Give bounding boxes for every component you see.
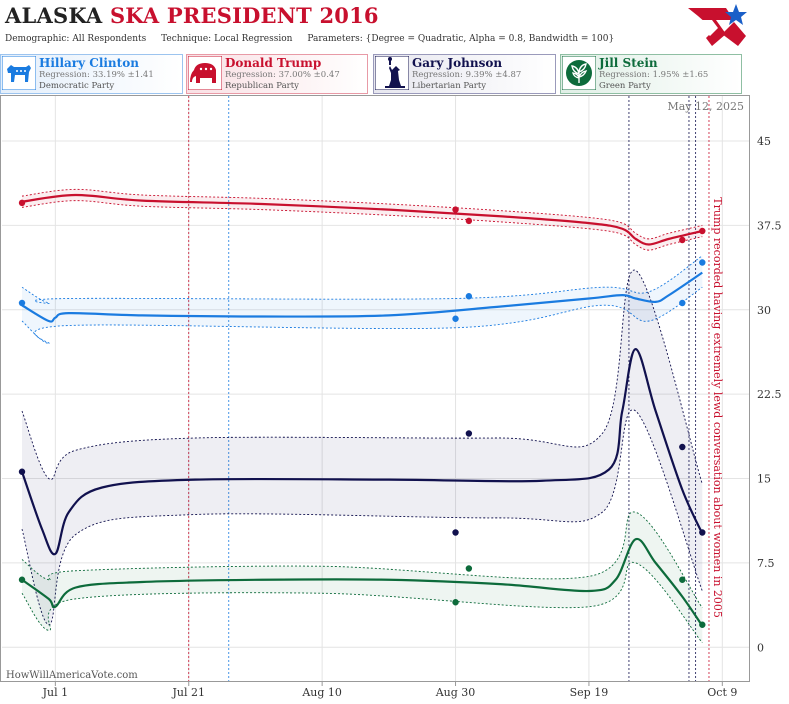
regression-value: Regression: 9.39% ±4.87 <box>412 70 522 80</box>
poll-point-trump <box>465 217 473 225</box>
party-name: Republican Party <box>225 81 299 91</box>
regression-line-clinton <box>21 271 703 323</box>
poll-point-trump <box>699 227 706 235</box>
poll-point-clinton <box>18 299 26 307</box>
band-lower-clinton <box>21 286 703 344</box>
party-name: Democratic Party <box>39 81 115 91</box>
band-upper-trump <box>21 188 703 240</box>
page-title: ALASKA SKA PRESIDENT 2016 <box>5 3 379 28</box>
legend-item-clinton: Hillary Clinton Regression: 33.19% ±1.41… <box>0 54 183 94</box>
band-upper-clinton <box>21 255 703 304</box>
regression-value: Regression: 37.00% ±0.47 <box>225 70 340 80</box>
poll-point-stein <box>452 599 459 606</box>
x-tick-label: Aug 30 <box>435 686 476 699</box>
confidence-bands <box>21 188 703 644</box>
demographic-value: All Respondents <box>72 34 147 44</box>
party-name: Libertarian Party <box>412 81 487 91</box>
band-upper-stein <box>21 511 703 609</box>
annotation-text: Trump recorded having extremely lewd con… <box>711 197 724 618</box>
legend-item-stein: Jill Stein Regression: 1.95% ±1.65 Green… <box>560 54 742 94</box>
y-tick-label: 45 <box>757 135 771 148</box>
x-tick-label: Sep 19 <box>570 686 609 699</box>
regression-line-trump <box>21 193 703 246</box>
band-lower-johnson <box>21 409 703 626</box>
candidate-name: Donald Trump <box>225 56 322 70</box>
regression-line-stein <box>21 537 704 627</box>
candidate-name: Jill Stein <box>599 56 658 70</box>
y-tick-label: 15 <box>757 473 771 486</box>
poll-point-johnson <box>18 468 26 475</box>
poll-point-clinton <box>452 315 459 322</box>
candidate-name: Hillary Clinton <box>39 56 139 70</box>
demographic-label: Demographic: <box>5 34 70 44</box>
statue-of-liberty-icon <box>375 56 409 90</box>
regression-value: Regression: 33.19% ±1.41 <box>39 70 154 80</box>
poll-point-clinton <box>679 299 686 307</box>
poll-date-lines <box>188 96 710 681</box>
title-rest: SKA PRESIDENT 2016 <box>109 3 379 28</box>
poll-point-stein <box>699 621 706 628</box>
y-tick-label: 37.5 <box>757 219 782 232</box>
x-tick-label: Jul 1 <box>42 686 69 699</box>
regression-lines <box>20 193 704 627</box>
legend-item-trump: Donald Trump Regression: 37.00% ±0.47 Re… <box>186 54 368 94</box>
plant-icon <box>562 56 596 90</box>
technique-label: Technique: <box>161 34 212 44</box>
y-tick-label: 7.5 <box>757 557 775 570</box>
donkey-icon <box>2 56 36 90</box>
poll-chart: 0 7.5 15 22.5 30 37.5 45 Jul 1 Jul 21 Aug 10 Aug … <box>0 95 782 699</box>
title-state: ALASKA <box>5 3 103 28</box>
parameters-line: Demographic: All Respondents Technique: … <box>5 34 614 44</box>
x-tick-label: Aug 10 <box>301 686 342 699</box>
y-axis-ticks: 0 7.5 15 22.5 30 37.5 45 <box>757 135 782 654</box>
confidence-band-trump <box>22 189 703 251</box>
site-logo <box>688 4 747 46</box>
confidence-band-clinton <box>22 255 703 344</box>
plot-frame <box>0 95 750 682</box>
legend-item-johnson: Gary Johnson Regression: 9.39% ±4.87 Lib… <box>373 54 556 94</box>
poll-point-johnson <box>679 443 686 451</box>
date-label: May 12, 2025 <box>667 100 744 113</box>
poll-point-clinton <box>699 259 706 266</box>
technique-value: Local Regression <box>214 34 293 44</box>
confidence-band-johnson <box>22 270 703 625</box>
poll-point-johnson <box>465 430 473 437</box>
band-lower-trump <box>21 200 703 251</box>
regression-value: Regression: 1.95% ±1.65 <box>599 70 709 80</box>
x-axis-ticks: Jul 1 Jul 21 Aug 10 Aug 30 Sep 19 Oct 9 <box>42 681 737 699</box>
band-upper-johnson <box>21 269 703 485</box>
poll-point-trump <box>452 206 459 213</box>
y-tick-label: 0 <box>757 641 764 654</box>
poll-point-stein <box>679 576 686 583</box>
parameters-value: {Degree = Quadratic, Alpha = 0.8, Bandwi… <box>365 34 615 44</box>
parameters-label: Parameters: <box>307 34 363 44</box>
x-tick-label: Oct 9 <box>707 686 737 699</box>
header: ALASKA SKA PRESIDENT 2016 Demographic: A… <box>0 0 789 52</box>
poll-point-johnson <box>452 529 459 536</box>
regression-line-johnson <box>20 348 704 556</box>
candidate-legend: Hillary Clinton Regression: 33.19% ±1.41… <box>0 54 789 94</box>
poll-point-trump <box>679 236 686 244</box>
poll-point-stein <box>18 576 26 583</box>
poll-point-clinton <box>465 293 473 300</box>
confidence-band-stein <box>22 511 703 643</box>
y-tick-label: 30 <box>757 304 771 317</box>
elephant-icon <box>188 56 222 90</box>
poll-point-trump <box>18 199 26 207</box>
y-tick-label: 22.5 <box>757 388 782 401</box>
party-name: Green Party <box>599 81 651 91</box>
poll-point-johnson <box>699 529 706 536</box>
x-tick-label: Jul 21 <box>171 686 205 699</box>
poll-point-stein <box>465 565 473 572</box>
candidate-name: Gary Johnson <box>412 56 503 70</box>
watermark: HowWillAmericaVote.com <box>6 670 138 681</box>
poll-points <box>18 199 706 628</box>
